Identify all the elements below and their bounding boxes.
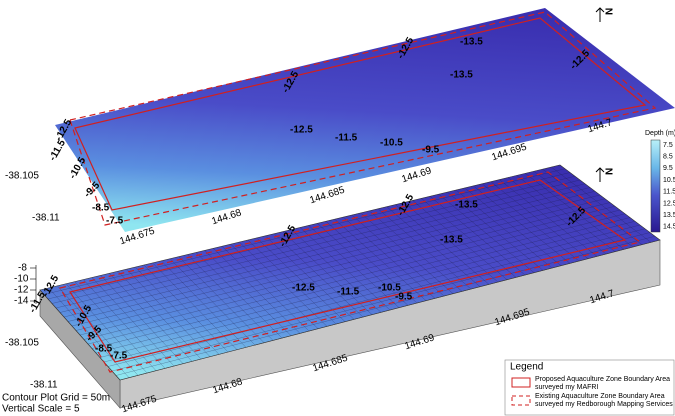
- contour-label: -13.5: [460, 37, 483, 48]
- legend-box: [504, 359, 675, 416]
- contour-label: -11.5: [335, 133, 358, 144]
- legend-swatch-solid: [511, 377, 531, 388]
- proposed-boundary: [74, 17, 647, 211]
- contour-label: -8.5: [92, 203, 110, 214]
- mesh-line: [87, 209, 621, 345]
- mesh-line: [83, 206, 616, 340]
- contour-label: -10.5: [378, 283, 401, 294]
- z-label: -12: [14, 285, 29, 296]
- colorbar-label: 8.5: [663, 154, 673, 161]
- colorbar-label: 14.5: [663, 224, 675, 231]
- mesh-line: [99, 221, 636, 358]
- colorbar-label: 9.5: [663, 165, 673, 172]
- contour-label: -8.5: [95, 344, 113, 355]
- existing-boundary-3d: [59, 171, 642, 373]
- mesh-line: [55, 179, 581, 309]
- north-label: N: [605, 168, 616, 175]
- mesh-line: [71, 194, 601, 327]
- contour-label: -12.5: [292, 283, 315, 294]
- contour-label: -7.5: [110, 351, 128, 362]
- contour-label: -11.5: [47, 138, 68, 163]
- mesh-line: [43, 168, 566, 295]
- legend-title: Legend: [510, 362, 543, 373]
- mesh-line: [91, 213, 626, 349]
- mesh-line: [79, 202, 611, 336]
- legend-item: Existing Aquaculture Zone Boundary Area s…: [535, 393, 673, 408]
- north-label: N: [605, 8, 616, 15]
- colorbar-label: 12.5: [663, 200, 675, 207]
- mesh-line: [51, 176, 576, 304]
- note: Contour Plot Grid = 50m: [2, 393, 110, 404]
- mesh-line: [63, 187, 591, 318]
- contour-label: -12.5: [290, 125, 313, 136]
- contour-label: -11.5: [337, 287, 360, 298]
- colorbar-label: 7.5: [663, 142, 673, 149]
- contour-label: -9.5: [422, 145, 440, 156]
- z-label: -14: [14, 296, 29, 307]
- contour-label: -13.5: [455, 200, 478, 211]
- mesh-line: [107, 228, 646, 367]
- mesh-line: [103, 224, 641, 363]
- colorbar-title: Depth (m): [645, 130, 675, 137]
- contour-label: -13.5: [440, 235, 463, 246]
- legend-swatch-dashed: [511, 395, 531, 406]
- contour-label: -9.5: [395, 292, 413, 303]
- z-label: -8: [18, 263, 27, 274]
- mesh-line: [75, 198, 606, 331]
- lat-label: -38.105: [5, 338, 39, 349]
- lat-label: -38.11: [30, 380, 58, 391]
- legend-item: Proposed Aquaculture Zone Boundary Area s…: [535, 376, 670, 391]
- top-surface: [55, 8, 675, 232]
- existing-boundary: [69, 11, 657, 226]
- contour-label: -7.5: [106, 216, 124, 227]
- contour-label: -10.5: [380, 138, 403, 149]
- mesh-line: [115, 236, 656, 376]
- colorbar-label: 11.5: [663, 189, 675, 196]
- contour-label: -13.5: [450, 70, 473, 81]
- mesh: [43, 166, 656, 378]
- north-arrow: [595, 167, 605, 182]
- colorbar: [650, 139, 661, 233]
- lat-label: -38.11: [32, 213, 60, 224]
- lat-label: -38.105: [5, 171, 39, 182]
- z-label: -10: [14, 274, 29, 285]
- mesh-line: [67, 191, 596, 322]
- colorbar-label: 13.5: [663, 212, 675, 219]
- mesh-line: [95, 217, 631, 354]
- proposed-boundary-3d: [69, 179, 627, 363]
- mesh-line: [59, 183, 586, 313]
- colorbar-label: 10.5: [663, 177, 675, 184]
- note: Vertical Scale = 5: [2, 404, 80, 415]
- north-arrow: [595, 7, 605, 22]
